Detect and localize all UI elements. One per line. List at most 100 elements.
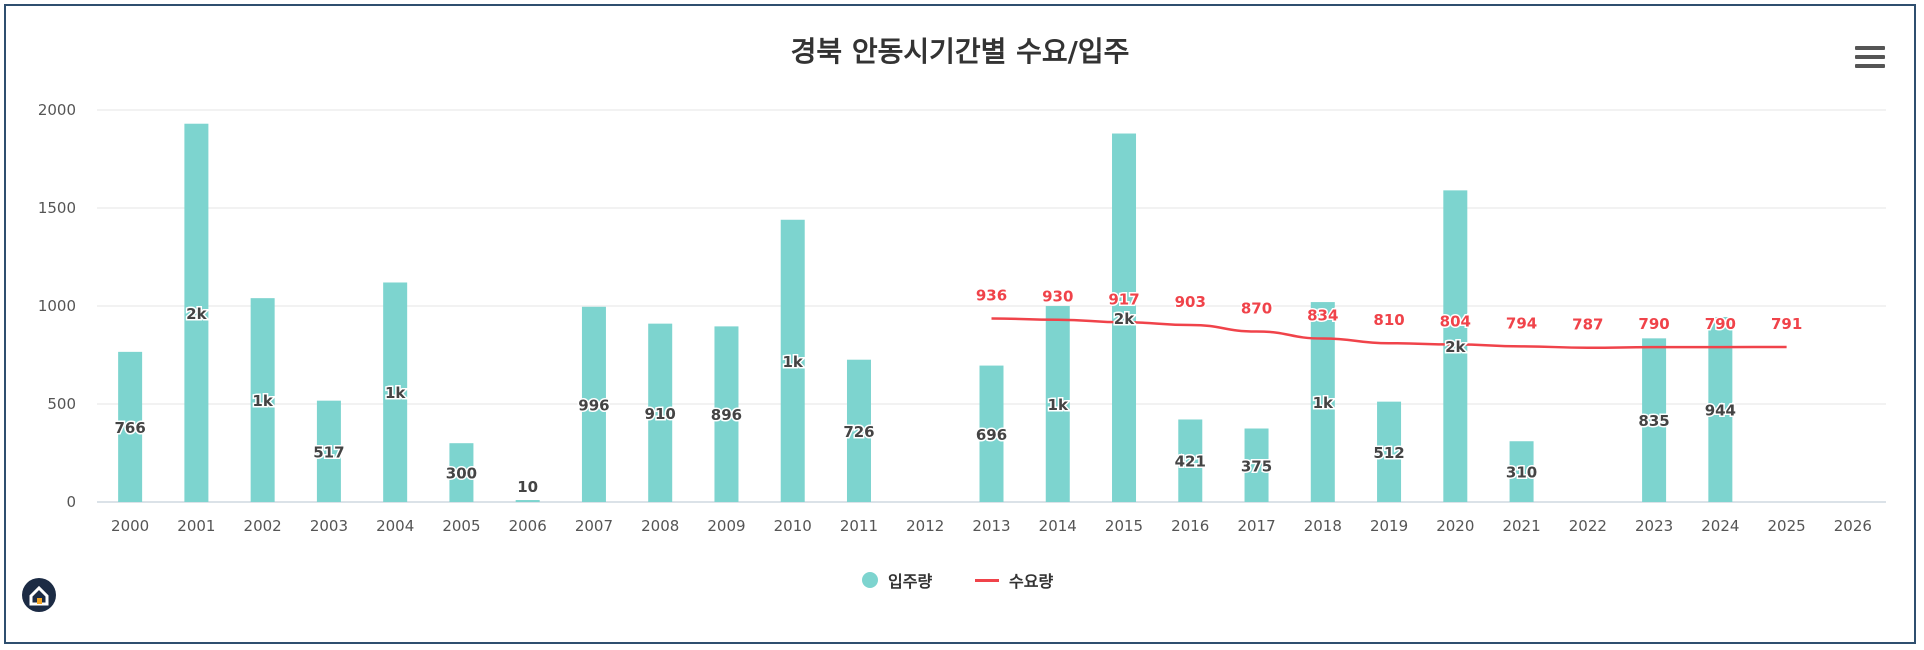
bar-data-label: 944 <box>1705 401 1736 419</box>
chart-title: 경북 안동시기간별 수요/입주 <box>790 35 1130 68</box>
x-tick-label: 2019 <box>1370 517 1408 535</box>
y-tick-label: 2000 <box>38 101 76 119</box>
y-tick-label: 500 <box>47 395 76 413</box>
bar <box>1642 338 1667 502</box>
x-tick-label: 2003 <box>310 517 348 535</box>
legend-label-supply: 입주량 <box>888 572 933 591</box>
bar-data-label: 310 <box>1506 464 1537 482</box>
x-tick-label: 2005 <box>442 517 480 535</box>
hamburger-menu-icon[interactable] <box>1855 46 1885 68</box>
bar <box>1509 441 1534 502</box>
bar <box>1310 302 1335 502</box>
bar <box>1112 133 1137 502</box>
bar <box>1377 401 1402 502</box>
x-tick-label: 2004 <box>376 517 414 535</box>
x-tick-label: 2016 <box>1171 517 1209 535</box>
bar-data-label: 1k <box>385 384 406 402</box>
bar-data-label: 1k <box>1048 396 1069 414</box>
bar-data-label: 517 <box>313 443 344 461</box>
line-data-label: 804 <box>1440 312 1471 330</box>
bar-data-label: 512 <box>1373 444 1404 462</box>
x-tick-label: 2008 <box>641 517 679 535</box>
bar <box>1244 428 1269 502</box>
chart-plot: 0 500 1000 1500 2000 2000 2001 2002 2003 2004 2005… <box>38 101 1886 535</box>
chart-legend: 입주량 수요량 <box>0 568 1920 592</box>
x-tick-label: 2000 <box>111 517 149 535</box>
bar-data-label: 375 <box>1241 457 1272 475</box>
bar <box>714 326 739 502</box>
x-tick-label: 2025 <box>1768 517 1806 535</box>
bar <box>979 365 1004 502</box>
x-tick-label: 2021 <box>1502 517 1540 535</box>
line-data-label: 870 <box>1241 299 1272 317</box>
x-tick-label: 2023 <box>1635 517 1673 535</box>
line-data-label: 810 <box>1373 311 1404 329</box>
bar-data-label: 726 <box>843 423 874 441</box>
x-tick-label: 2026 <box>1834 517 1872 535</box>
legend-item-demand[interactable]: 수요량 <box>975 568 1053 592</box>
bar-data-label: 896 <box>711 406 742 424</box>
bar-data-label: 2k <box>1445 338 1466 356</box>
line-data-label: 790 <box>1638 315 1669 333</box>
bar-data-label: 835 <box>1638 412 1669 430</box>
line-data-label: 790 <box>1705 315 1736 333</box>
bar <box>1178 419 1203 502</box>
x-tick-label: 2014 <box>1039 517 1077 535</box>
x-tick-label: 2018 <box>1304 517 1342 535</box>
line-data-label: 834 <box>1307 307 1338 325</box>
bar-data-label: 996 <box>578 396 609 414</box>
legend-marker-demand <box>975 578 999 582</box>
bar-data-label: 2k <box>186 305 207 323</box>
chart-frame <box>4 4 1916 644</box>
legend-marker-supply <box>862 572 878 588</box>
x-tick-label: 2002 <box>244 517 282 535</box>
x-tick-label: 2011 <box>840 517 878 535</box>
house-icon <box>29 585 49 606</box>
bar <box>449 443 474 502</box>
x-tick-label: 2012 <box>906 517 944 535</box>
x-tick-label: 2022 <box>1569 517 1607 535</box>
x-tick-label: 2020 <box>1436 517 1474 535</box>
line-data-label: 903 <box>1175 293 1206 311</box>
bar-data-label: 10 <box>517 478 538 496</box>
x-tick-label: 2009 <box>707 517 745 535</box>
bar <box>1443 190 1468 503</box>
bar-data-label: 2k <box>1114 310 1135 328</box>
x-tick-label: 2006 <box>509 517 547 535</box>
bar-data-label: 766 <box>114 419 145 437</box>
bar-data-label: 1k <box>252 392 273 410</box>
y-tick-label: 1000 <box>38 297 76 315</box>
line-data-label: 917 <box>1108 290 1139 308</box>
bar <box>581 306 606 502</box>
bar <box>118 351 143 502</box>
bar <box>316 400 341 502</box>
legend-label-demand: 수요량 <box>1009 572 1054 591</box>
bar-data-label: 1k <box>783 353 804 371</box>
line-data-label: 787 <box>1572 316 1603 334</box>
house-logo-icon[interactable] <box>22 578 56 612</box>
line-data-label: 791 <box>1771 315 1802 333</box>
bar <box>250 298 275 502</box>
bar-data-label: 300 <box>446 465 477 483</box>
y-tick-label: 0 <box>66 493 76 511</box>
x-tick-label: 2010 <box>774 517 812 535</box>
bar-data-label: 910 <box>645 405 676 423</box>
bar <box>383 282 408 502</box>
x-tick-label: 2015 <box>1105 517 1143 535</box>
bar-data-label: 696 <box>976 426 1007 444</box>
line-data-label: 794 <box>1506 314 1537 332</box>
bar <box>184 123 209 502</box>
y-tick-label: 1500 <box>38 199 76 217</box>
bar <box>648 323 673 502</box>
bar-data-label: 1k <box>1313 394 1334 412</box>
x-tick-label: 2007 <box>575 517 613 535</box>
line-data-label: 930 <box>1042 288 1073 306</box>
bar <box>1045 306 1070 502</box>
line-data-label: 936 <box>976 287 1007 305</box>
bar <box>515 500 540 502</box>
demand-line <box>991 317 1787 349</box>
bar <box>780 219 805 502</box>
x-tick-label: 2017 <box>1237 517 1275 535</box>
x-tick-label: 2024 <box>1701 517 1739 535</box>
legend-item-supply[interactable]: 입주량 <box>862 568 932 592</box>
